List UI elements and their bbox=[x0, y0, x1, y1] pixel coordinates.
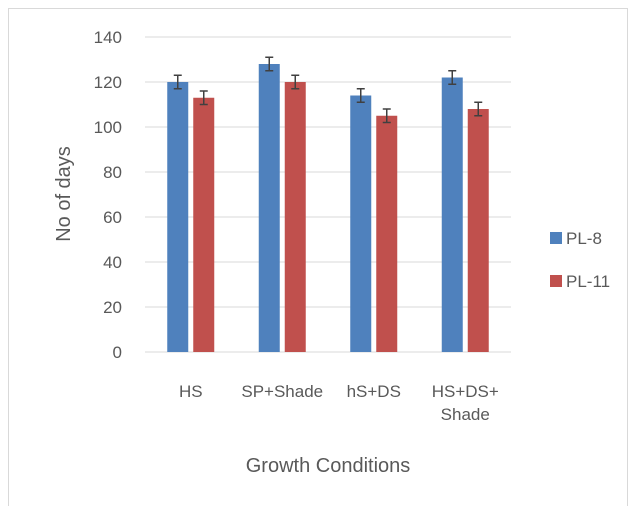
bar-pl-11 bbox=[467, 109, 489, 352]
y-tick-label: 140 bbox=[94, 28, 122, 47]
x-tick-label: HS bbox=[179, 382, 203, 401]
bar-pl-11 bbox=[193, 97, 215, 352]
bar-pl-11 bbox=[376, 115, 398, 352]
y-tick-label: 0 bbox=[113, 343, 122, 362]
chart-frame bbox=[8, 8, 628, 506]
y-tick-label: 60 bbox=[103, 208, 122, 227]
bar-pl-8 bbox=[350, 95, 372, 352]
x-tick-label: hS+DS bbox=[347, 382, 401, 401]
legend-swatch bbox=[550, 275, 562, 287]
x-tick-labels: HS SP+Shade hS+DS HS+DS+ Shade bbox=[179, 382, 499, 424]
legend-label: PL-11 bbox=[566, 272, 610, 291]
bar-pl-8 bbox=[167, 82, 189, 352]
bar-pl-8 bbox=[258, 64, 280, 352]
y-tick-label: 120 bbox=[94, 73, 122, 92]
legend-label: PL-8 bbox=[566, 229, 602, 248]
y-tick-label: 20 bbox=[103, 298, 122, 317]
bars bbox=[167, 56, 489, 352]
x-axis-title: Growth Conditions bbox=[246, 455, 411, 477]
y-tick-labels: 0 20 40 60 80 100 120 140 bbox=[94, 28, 122, 362]
legend: PL-8 PL-11 bbox=[550, 229, 610, 291]
y-tick-label: 40 bbox=[103, 253, 122, 272]
y-axis-title: No of days bbox=[53, 146, 75, 242]
y-tick-label: 100 bbox=[94, 118, 122, 137]
x-tick-label: HS+DS+ bbox=[432, 382, 499, 401]
x-tick-label: Shade bbox=[441, 405, 490, 424]
bar-pl-8 bbox=[441, 77, 463, 352]
bar-pl-11 bbox=[284, 82, 306, 352]
y-tick-label: 80 bbox=[103, 163, 122, 182]
x-tick-label: SP+Shade bbox=[241, 382, 323, 401]
legend-swatch bbox=[550, 232, 562, 244]
